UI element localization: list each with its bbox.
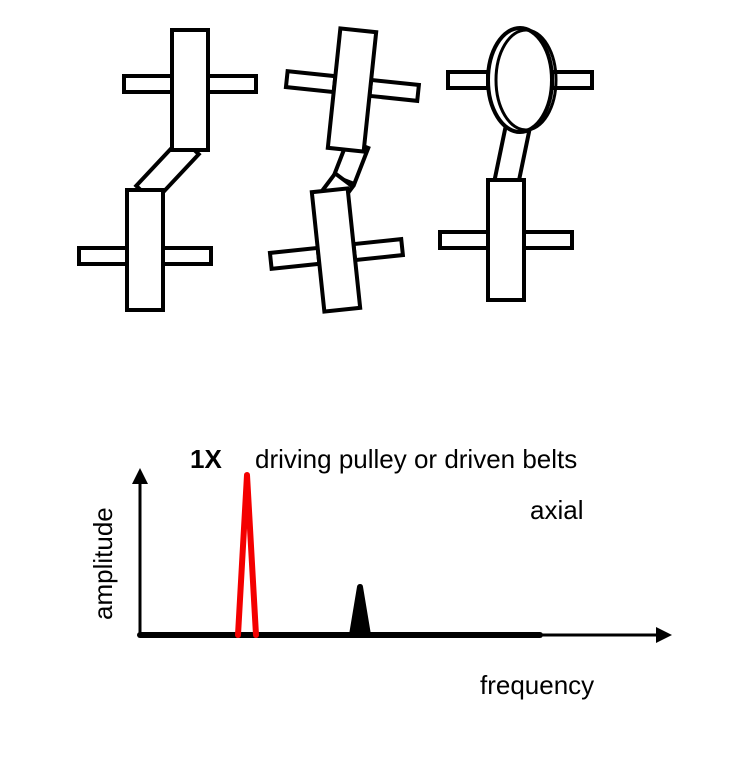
x-axis-label: frequency [480, 670, 594, 701]
chart-title: driving pulley or driven belts [255, 444, 577, 475]
direction-label: axial [530, 495, 583, 526]
y-axis-label: amplitude [88, 507, 119, 620]
drawing-canvas [0, 0, 738, 760]
figure-root: 1X driving pulley or driven belts axial … [0, 0, 738, 760]
peak-label-1x: 1X [190, 444, 222, 475]
